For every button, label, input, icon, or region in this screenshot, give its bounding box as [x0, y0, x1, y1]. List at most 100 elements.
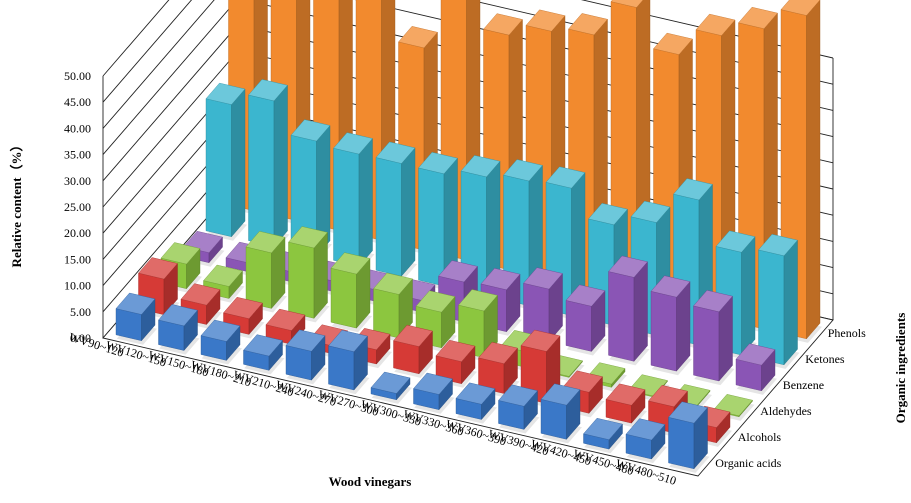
- bar-front: [668, 417, 695, 470]
- bar: [248, 79, 290, 251]
- y-tick-label: 0.00: [70, 331, 91, 345]
- bar-front: [418, 167, 445, 287]
- bar-front: [330, 267, 357, 329]
- bar-top: [203, 264, 243, 287]
- bar-top: [248, 79, 288, 102]
- bar-top: [568, 13, 608, 36]
- series-label: Alcohols: [738, 430, 782, 444]
- bar: [243, 334, 285, 375]
- bar-top: [205, 82, 246, 105]
- bar-top: [483, 13, 523, 36]
- bar-top: [780, 0, 821, 16]
- bar: [498, 384, 540, 434]
- bar-top: [625, 418, 666, 441]
- bar-front: [693, 305, 720, 382]
- bar-side: [806, 0, 821, 340]
- bar-front: [248, 94, 275, 247]
- bar-front: [375, 157, 402, 277]
- bar-top: [650, 275, 691, 298]
- bar-top: [158, 304, 198, 327]
- bar-front: [333, 147, 360, 267]
- y-tick-label: 35.00: [64, 148, 91, 162]
- bar-top: [653, 32, 693, 55]
- bar: [735, 343, 777, 395]
- bar-top: [565, 284, 606, 307]
- bar-front: [373, 288, 400, 339]
- bar-top: [583, 417, 623, 440]
- bar-top: [288, 226, 328, 249]
- y-tick-label: 30.00: [64, 174, 91, 188]
- bar-top: [398, 26, 438, 49]
- series-axis-title: Organic ingredients: [893, 313, 908, 424]
- series-label: Ketones: [805, 352, 845, 366]
- bar: [333, 132, 375, 271]
- bar-top: [115, 292, 156, 315]
- y-tick-label: 50.00: [64, 69, 91, 83]
- bar-top: [138, 257, 178, 280]
- bar: [565, 284, 607, 356]
- bar-top: [455, 382, 496, 405]
- bar: [583, 417, 625, 454]
- bar-top: [285, 329, 326, 352]
- bar: [288, 226, 330, 323]
- bar-top: [328, 329, 368, 352]
- bar-top: [520, 329, 561, 352]
- bar-top: [223, 296, 263, 319]
- y-tick-labels: 0.00 5.00 10.00 15.00 20.00 25.00 30.00 35.00 40…: [64, 69, 91, 345]
- y-axis-title: Relative content（%）: [9, 139, 24, 268]
- bar-side: [273, 84, 288, 248]
- bar-top: [673, 178, 713, 201]
- y-tick-label: 15.00: [64, 252, 91, 266]
- bar-top: [545, 166, 586, 189]
- series-label: Benzene: [783, 378, 824, 392]
- bar: [668, 401, 710, 473]
- bar-top: [160, 242, 201, 265]
- y-tick-label: 25.00: [64, 200, 91, 214]
- bar-top: [290, 119, 331, 142]
- bar: [285, 329, 327, 385]
- bar-top: [630, 200, 671, 223]
- bar-side: [783, 239, 798, 366]
- series-axis-labels: Organic acids Alcohols Aldehydes Benzene Ket…: [715, 326, 866, 470]
- y-tick-label: 10.00: [64, 279, 91, 293]
- bar-side: [231, 88, 246, 238]
- series-label: Phenols: [828, 326, 866, 340]
- bars-layer: [115, 0, 822, 473]
- bar: [158, 304, 200, 355]
- bar-side: [358, 137, 373, 267]
- bar-front: [608, 271, 635, 362]
- bar: [330, 252, 372, 333]
- bar-top: [480, 268, 521, 291]
- bar-front: [540, 399, 567, 440]
- series-label: Aldehydes: [760, 404, 812, 418]
- bar-top: [245, 231, 286, 254]
- bar-side: [633, 261, 648, 362]
- bar-top: [460, 155, 501, 178]
- bar-top: [525, 9, 566, 32]
- bar: [200, 319, 242, 365]
- bar-top: [523, 267, 563, 290]
- bar-top: [503, 159, 543, 182]
- bar-top: [478, 341, 518, 364]
- bar-top: [608, 255, 648, 278]
- bar-top: [265, 308, 306, 331]
- bar: [205, 82, 247, 241]
- bar-front: [245, 246, 272, 309]
- y-tick-label: 5.00: [70, 305, 91, 319]
- bar-top: [435, 339, 476, 362]
- series-label: Organic acids: [715, 456, 781, 470]
- bar-top: [563, 370, 603, 393]
- bar-top: [715, 230, 756, 253]
- bar-top: [375, 141, 416, 164]
- bar-top: [738, 6, 778, 29]
- bar: [373, 272, 415, 343]
- bar-top: [458, 289, 498, 312]
- bar-top: [373, 272, 413, 295]
- bar-top: [415, 290, 456, 313]
- bar-side: [401, 147, 416, 277]
- bar-top: [605, 383, 646, 406]
- bar-top: [413, 372, 453, 395]
- bar-top: [540, 383, 581, 406]
